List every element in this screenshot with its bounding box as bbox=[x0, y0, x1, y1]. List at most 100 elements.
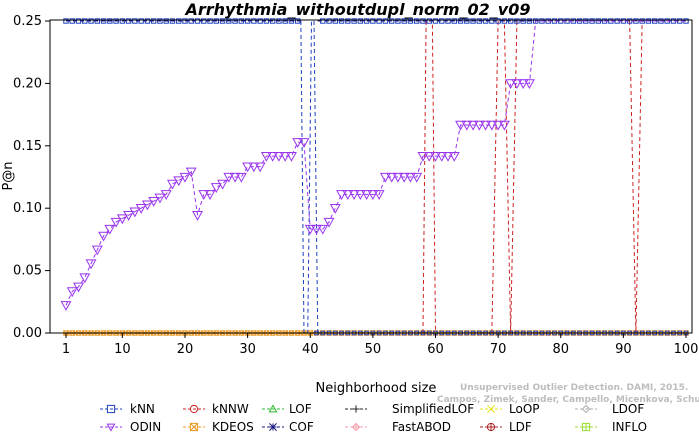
odin-point bbox=[361, 190, 373, 200]
knn-point bbox=[88, 18, 94, 24]
knn-point bbox=[138, 18, 144, 24]
odin-point bbox=[242, 162, 254, 173]
y-tick-label: 0.10 bbox=[13, 201, 42, 216]
odin-point bbox=[523, 79, 535, 90]
legend-label: ODIN bbox=[130, 420, 161, 434]
odin-point bbox=[311, 224, 322, 235]
knn-point bbox=[445, 18, 451, 24]
knn-point bbox=[439, 18, 445, 24]
knn-point bbox=[414, 18, 420, 24]
x-tick-label: 10 bbox=[114, 342, 131, 357]
knn-point bbox=[82, 18, 88, 24]
legend-label: kNN bbox=[130, 402, 155, 416]
odin-point bbox=[467, 120, 479, 131]
odin-point bbox=[217, 179, 229, 190]
legend-item-knn: kNN bbox=[100, 402, 155, 416]
knn-point bbox=[451, 18, 457, 24]
knn-point bbox=[75, 18, 82, 24]
odin-point bbox=[486, 120, 498, 131]
knn-point bbox=[420, 18, 426, 24]
knn-point bbox=[107, 18, 113, 24]
knn-point bbox=[201, 18, 207, 24]
knn-point bbox=[388, 18, 395, 24]
x-tick-label: 20 bbox=[177, 342, 194, 357]
odin-point bbox=[254, 162, 266, 173]
legend: kNN kNNW LOF SimplifiedLOF LoOP LDOF ODIN KDEOS… bbox=[100, 402, 647, 434]
knn-point bbox=[507, 18, 514, 24]
knn-point bbox=[244, 18, 251, 24]
series-markers-odin bbox=[60, 79, 535, 311]
legend-label: LDOF bbox=[612, 402, 644, 416]
y-axis-label: P@n bbox=[1, 161, 16, 190]
odin-point bbox=[167, 179, 178, 190]
odin-point bbox=[223, 172, 235, 183]
y-axis: 0.00 0.05 0.10 0.15 0.20 0.25 bbox=[13, 14, 50, 341]
knn-point bbox=[363, 18, 370, 24]
knn-point bbox=[207, 18, 213, 24]
knn-point bbox=[407, 18, 414, 24]
series-markers-knn bbox=[63, 18, 689, 336]
odin-point bbox=[179, 172, 191, 183]
odin-point bbox=[204, 190, 216, 200]
odin-point bbox=[336, 190, 348, 200]
odin-point bbox=[473, 120, 485, 131]
x-tick-label: 100 bbox=[674, 342, 699, 357]
legend-item-ldof: LDOF bbox=[575, 402, 644, 416]
odin-point bbox=[173, 176, 185, 187]
legend-label: kNNW bbox=[212, 402, 249, 416]
knn-point bbox=[432, 18, 439, 24]
knn-point bbox=[464, 18, 470, 24]
odin-point bbox=[160, 190, 172, 200]
odin-point bbox=[379, 172, 391, 183]
odin-point bbox=[329, 204, 341, 214]
odin-point bbox=[461, 120, 473, 131]
odin-point bbox=[104, 224, 116, 235]
knn-point bbox=[176, 18, 182, 24]
odin-point bbox=[79, 273, 91, 284]
knn-point bbox=[169, 18, 176, 24]
odin-point bbox=[123, 211, 135, 221]
knn-point bbox=[482, 18, 489, 24]
odin-point bbox=[423, 151, 435, 162]
odin-point bbox=[480, 120, 492, 131]
knn-point bbox=[295, 18, 301, 24]
y-tick-label: 0.20 bbox=[13, 76, 42, 91]
odin-point bbox=[398, 172, 410, 183]
odin-point bbox=[129, 207, 141, 218]
odin-point bbox=[135, 204, 147, 214]
knn-point bbox=[532, 18, 539, 24]
odin-point bbox=[342, 190, 354, 200]
odin-point bbox=[248, 162, 260, 173]
knn-point bbox=[119, 18, 126, 24]
legend-label: LDF bbox=[509, 420, 532, 434]
odin-point bbox=[367, 190, 379, 200]
x-tick-label: 50 bbox=[365, 342, 382, 357]
knn-point bbox=[395, 18, 401, 24]
legend-item-odin: ODIN bbox=[100, 420, 161, 434]
knn-point bbox=[63, 18, 69, 24]
y-tick-label: 0.25 bbox=[13, 14, 42, 29]
knn-point bbox=[470, 18, 476, 24]
legend-label: INFLO bbox=[612, 420, 647, 434]
odin-point bbox=[273, 151, 285, 162]
legend-item-ldf: LDF bbox=[480, 420, 532, 434]
knn-point bbox=[113, 18, 119, 24]
odin-point bbox=[348, 190, 360, 200]
odin-point bbox=[66, 287, 78, 298]
odin-point bbox=[60, 301, 72, 311]
x-tick-label: 90 bbox=[615, 342, 632, 357]
series-line-knnw bbox=[629, 20, 643, 334]
odin-point bbox=[373, 190, 385, 200]
knn-point bbox=[144, 18, 151, 24]
knn-point bbox=[157, 18, 163, 24]
odin-point bbox=[455, 120, 466, 131]
series-line-knnw bbox=[422, 20, 436, 334]
odin-point bbox=[235, 172, 247, 183]
y-tick-label: 0.00 bbox=[13, 326, 42, 341]
knn-point bbox=[213, 18, 220, 24]
knn-point bbox=[332, 18, 338, 24]
odin-point bbox=[404, 172, 416, 183]
odin-point bbox=[430, 151, 441, 162]
series-line-odin bbox=[65, 20, 686, 306]
knn-point bbox=[514, 18, 520, 24]
